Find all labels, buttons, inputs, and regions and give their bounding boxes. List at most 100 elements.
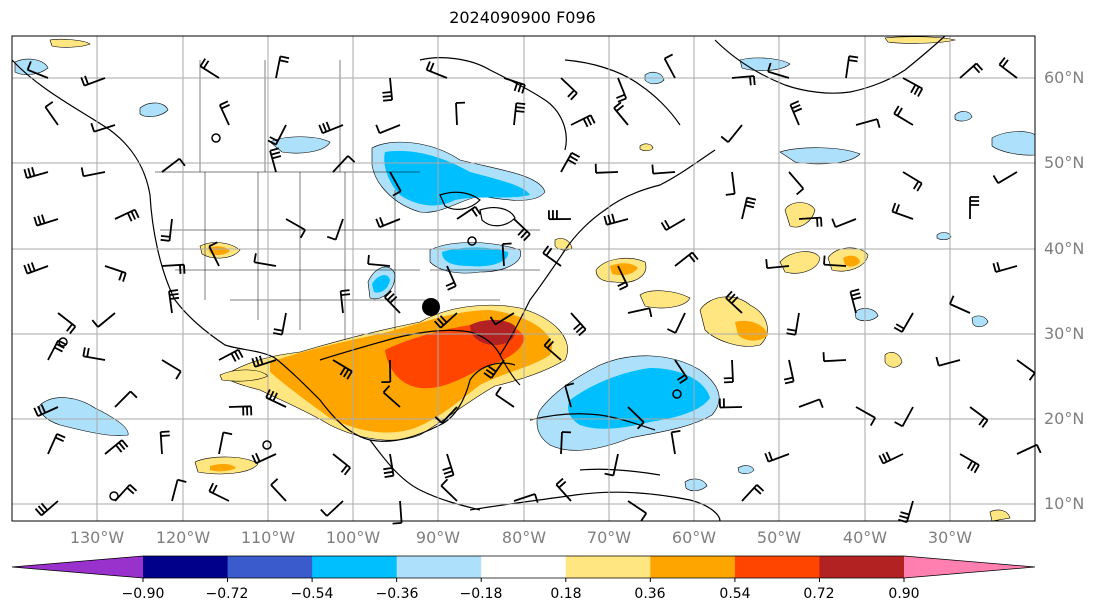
wind-barb xyxy=(33,404,59,417)
lat-label-10n: 10°N xyxy=(1044,494,1085,513)
wind-barb xyxy=(723,359,734,384)
wind-barb xyxy=(442,453,455,479)
wind-barb xyxy=(168,289,180,314)
wind-barb xyxy=(798,398,824,409)
wind-barb xyxy=(560,152,581,173)
wind-barb xyxy=(320,500,344,517)
wind-barb xyxy=(992,171,1018,184)
lon-label-130w: 130°W xyxy=(69,528,125,547)
state-borders xyxy=(155,60,540,340)
lat-label-40n: 40°N xyxy=(1044,239,1085,258)
wind-barb xyxy=(208,241,220,267)
wind-barb xyxy=(275,55,290,79)
wind-barb xyxy=(382,77,393,102)
wind-barb xyxy=(902,77,924,97)
wind-barb xyxy=(570,312,587,337)
wind-barb xyxy=(845,55,859,79)
wind-barb xyxy=(613,101,629,126)
wind-barb xyxy=(445,265,457,291)
wind-barb xyxy=(270,478,287,502)
wind-barb xyxy=(218,100,230,126)
wind-barb xyxy=(767,62,790,79)
wind-barb xyxy=(674,359,688,385)
wind-barb xyxy=(617,265,629,291)
wind-barb xyxy=(253,253,277,267)
lon-label-30w: 30°W xyxy=(927,528,973,547)
wind-barb xyxy=(831,218,857,228)
colorbar xyxy=(11,555,1036,582)
map-title: 2024090900 F096 xyxy=(449,8,596,27)
wind-barb xyxy=(332,359,353,380)
wind-barb xyxy=(543,338,562,361)
lon-label-120w: 120°W xyxy=(155,528,211,547)
calm-wind-circle xyxy=(109,491,119,501)
wind-barb xyxy=(26,61,49,79)
wind-barb xyxy=(375,124,401,135)
wind-barb xyxy=(823,255,847,267)
shaded-fields xyxy=(14,36,1036,522)
colorbar-label: 0.90 xyxy=(888,586,920,602)
wind-barb xyxy=(392,500,403,525)
colorbar-label: 0.18 xyxy=(550,586,582,602)
wind-barb xyxy=(104,265,127,282)
wind-barb xyxy=(34,500,59,517)
wind-barb xyxy=(218,431,233,455)
lon-label-70w: 70°W xyxy=(586,528,632,547)
storm-center-dot xyxy=(422,298,440,316)
wind-barb xyxy=(57,312,77,335)
wind-barb xyxy=(935,356,961,367)
wind-barb xyxy=(604,453,619,477)
colorbar-segment xyxy=(650,556,736,578)
wind-barb xyxy=(91,312,116,328)
wind-barb xyxy=(720,124,743,143)
wind-barb xyxy=(765,259,790,269)
wind-barb xyxy=(513,493,539,503)
wind-barb xyxy=(718,398,743,409)
lon-label-50w: 50°W xyxy=(756,528,802,547)
coastlines xyxy=(11,35,946,522)
wind-barb xyxy=(44,101,59,126)
wind-barb xyxy=(998,57,1018,79)
colorbar-segment xyxy=(143,556,229,578)
wind-barb xyxy=(764,451,790,463)
wind-barb xyxy=(1016,443,1042,455)
wind-barb xyxy=(171,478,187,502)
colorbar-segment xyxy=(312,556,398,578)
wind-barb xyxy=(80,75,106,87)
wind-barb xyxy=(513,218,531,242)
wind-barb xyxy=(969,406,989,428)
colorbar-segment xyxy=(819,556,905,578)
wind-barb xyxy=(23,166,49,179)
lon-label-80w: 80°W xyxy=(501,528,547,547)
calm-markers xyxy=(58,133,682,501)
wind-barb xyxy=(90,122,116,133)
wind-barb xyxy=(651,164,676,175)
wind-barbs xyxy=(23,53,1042,525)
wind-barb xyxy=(855,406,876,427)
wind-barb xyxy=(788,171,805,196)
colorbar-segment xyxy=(734,556,820,578)
wind-barb xyxy=(786,312,800,336)
wind-barb xyxy=(902,171,923,192)
wind-barb xyxy=(82,347,106,361)
wind-barb xyxy=(513,102,526,126)
wind-barb xyxy=(456,206,482,220)
wind-barb xyxy=(555,477,572,502)
colorbar-segment xyxy=(396,556,482,578)
wind-barb xyxy=(822,352,847,363)
wind-barb xyxy=(269,147,282,173)
wind-barb xyxy=(667,312,686,334)
colorbar-segment xyxy=(227,556,313,578)
wind-barb xyxy=(670,430,681,455)
wind-barb xyxy=(725,171,736,196)
wind-barb xyxy=(949,295,971,314)
wind-barb xyxy=(992,261,1018,273)
wind-barb xyxy=(382,385,401,408)
colorbar-label: −0.90 xyxy=(121,586,165,602)
colorbar-segment xyxy=(565,556,651,578)
wind-barb xyxy=(425,61,448,79)
wind-barb xyxy=(208,482,230,502)
wind-barb xyxy=(1016,359,1036,381)
wind-barb xyxy=(855,118,881,128)
wind-barb xyxy=(969,196,980,220)
